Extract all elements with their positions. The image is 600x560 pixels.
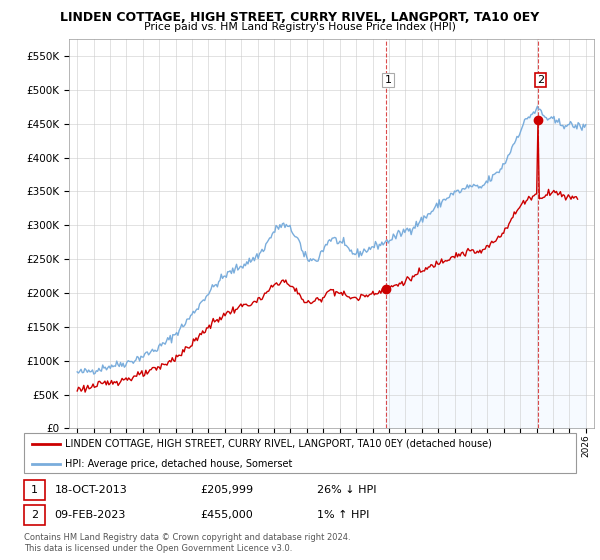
Text: 26% ↓ HPI: 26% ↓ HPI <box>317 486 376 496</box>
Text: 2: 2 <box>537 75 544 85</box>
Text: 18-OCT-2013: 18-OCT-2013 <box>55 486 127 496</box>
Text: £455,000: £455,000 <box>200 510 253 520</box>
Text: LINDEN COTTAGE, HIGH STREET, CURRY RIVEL, LANGPORT, TA10 0EY (detached house): LINDEN COTTAGE, HIGH STREET, CURRY RIVEL… <box>65 439 492 449</box>
Text: 2: 2 <box>31 510 38 520</box>
Text: 1% ↑ HPI: 1% ↑ HPI <box>317 510 369 520</box>
Text: 1: 1 <box>31 486 38 496</box>
Text: Contains HM Land Registry data © Crown copyright and database right 2024.
This d: Contains HM Land Registry data © Crown c… <box>24 533 350 553</box>
FancyBboxPatch shape <box>24 480 45 501</box>
Text: 09-FEB-2023: 09-FEB-2023 <box>55 510 126 520</box>
FancyBboxPatch shape <box>24 433 576 473</box>
Text: £205,999: £205,999 <box>200 486 254 496</box>
Text: Price paid vs. HM Land Registry's House Price Index (HPI): Price paid vs. HM Land Registry's House … <box>144 22 456 32</box>
FancyBboxPatch shape <box>24 505 45 525</box>
Text: HPI: Average price, detached house, Somerset: HPI: Average price, detached house, Some… <box>65 459 293 469</box>
Text: LINDEN COTTAGE, HIGH STREET, CURRY RIVEL, LANGPORT, TA10 0EY: LINDEN COTTAGE, HIGH STREET, CURRY RIVEL… <box>61 11 539 24</box>
Text: 1: 1 <box>385 75 392 85</box>
